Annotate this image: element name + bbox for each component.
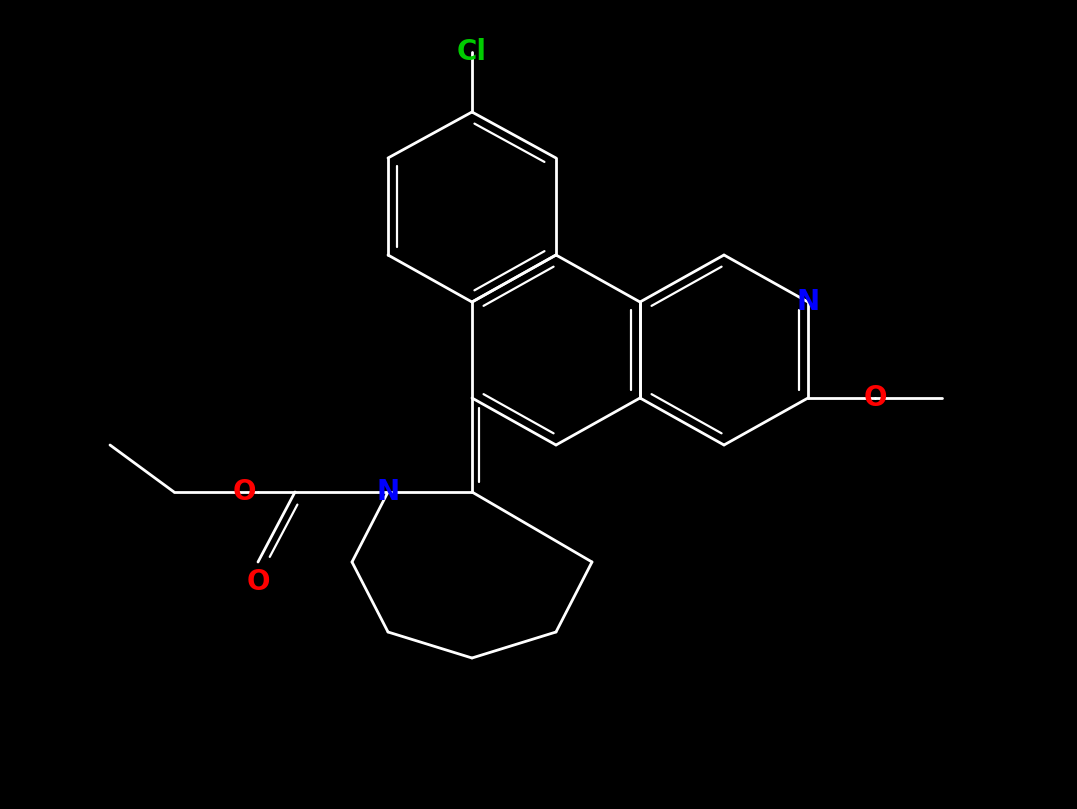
Text: O: O [864,384,886,412]
Text: O: O [247,568,269,596]
Text: N: N [377,478,400,506]
Text: Cl: Cl [457,38,487,66]
Text: N: N [796,288,820,316]
Text: O: O [233,478,255,506]
